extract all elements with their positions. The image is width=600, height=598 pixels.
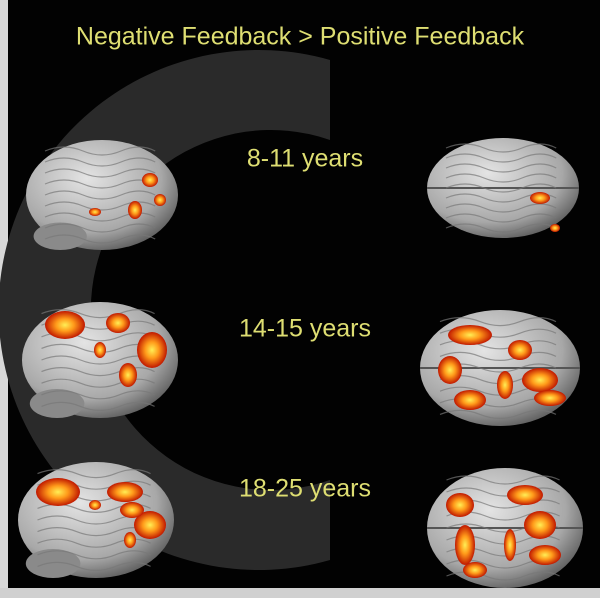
brain xyxy=(26,140,178,250)
activation xyxy=(530,192,550,204)
activation xyxy=(89,208,101,216)
activation xyxy=(36,478,80,506)
activation xyxy=(454,390,486,410)
age-label: 18-25 years xyxy=(239,475,371,503)
activation xyxy=(529,545,561,565)
activation xyxy=(89,500,101,510)
activation xyxy=(504,529,516,561)
activation xyxy=(107,482,143,502)
activation xyxy=(446,493,474,517)
activation xyxy=(463,562,487,578)
activation xyxy=(119,363,137,387)
activation xyxy=(137,332,167,368)
activation xyxy=(534,390,566,406)
brain xyxy=(22,302,178,418)
activation xyxy=(497,371,513,399)
age-label: 8-11 years xyxy=(247,145,363,173)
edge xyxy=(0,588,600,598)
activation xyxy=(142,173,158,187)
brain xyxy=(427,468,583,588)
figure: Negative Feedback > Positive Feedback 8-… xyxy=(0,0,600,598)
activation xyxy=(438,356,462,384)
activation xyxy=(154,194,166,206)
activation xyxy=(455,525,475,565)
activation xyxy=(550,224,560,232)
activation xyxy=(128,201,142,219)
activation xyxy=(106,313,130,333)
brain xyxy=(18,462,174,578)
activation xyxy=(448,325,492,345)
page: Negative Feedback > Positive Feedback 8-… xyxy=(0,0,600,598)
brain xyxy=(427,138,579,238)
activation xyxy=(124,532,136,548)
title: Negative Feedback > Positive Feedback xyxy=(76,23,525,51)
activation xyxy=(45,311,85,339)
activation xyxy=(508,340,532,360)
brain xyxy=(420,310,580,426)
age-label: 14-15 years xyxy=(239,315,371,343)
activation xyxy=(120,502,144,518)
activation xyxy=(507,485,543,505)
activation xyxy=(524,511,556,539)
activation xyxy=(94,342,106,358)
activation xyxy=(522,368,558,392)
